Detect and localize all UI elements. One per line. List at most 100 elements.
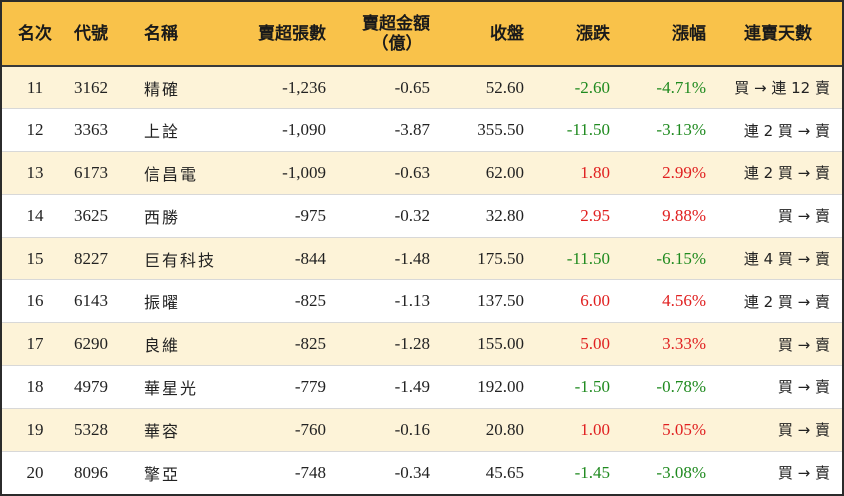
cell-sell-lots: -748 xyxy=(294,462,326,482)
header-close[interactable]: 收盤 xyxy=(438,2,532,67)
cell-code: 8227 xyxy=(68,237,138,281)
cell-code: 6173 xyxy=(68,151,138,195)
table-row: 16 6143 振曜 -825 -1.13 137.50 6.00 4.56% … xyxy=(2,279,842,324)
cell-sell-lots: -760 xyxy=(238,408,334,452)
header-sell-amount-line2: （億） xyxy=(371,33,423,54)
header-sell-amount[interactable]: 賣超金額 （億） xyxy=(334,2,438,67)
cell-close: 175.50 xyxy=(438,237,532,281)
cell-streak: 買 → 賣 xyxy=(714,408,842,452)
cell-change-pct: -3.08% xyxy=(656,462,706,482)
cell-code: 3363 xyxy=(68,108,138,153)
cell-name: 上詮 xyxy=(138,108,238,153)
cell-streak: 連 2 買 → 賣 xyxy=(714,151,842,195)
cell-sell-amount: -1.48 xyxy=(334,237,438,281)
cell-streak: 買 → 連 12 賣 xyxy=(714,66,842,110)
cell-name: 西勝 xyxy=(138,194,238,238)
header-rank[interactable]: 名次 xyxy=(2,2,68,67)
cell-sell-lots: -825 xyxy=(238,279,334,324)
cell-streak: 連 2 買 → 賣 xyxy=(714,279,842,324)
cell-change-pct: 3.33% xyxy=(618,322,714,367)
cell-sell-amount: -1.13 xyxy=(334,279,438,324)
cell-change: -11.50 xyxy=(532,237,618,281)
cell-change: 6.00 xyxy=(532,279,618,324)
header-sell-lots[interactable]: 賣超張數 xyxy=(238,2,334,67)
cell-rank: 11 xyxy=(2,66,68,110)
cell-sell-lots: -975 xyxy=(238,194,334,238)
cell-change: 2.95 xyxy=(532,194,618,238)
cell-rank: 15 xyxy=(2,237,68,281)
header-row: 名次 代號 名稱 賣超張數 賣超金額 （億） 收盤 漲跌 漲幅 連賣天數 xyxy=(2,2,842,67)
table-row: 17 6290 良維 -825 -1.28 155.00 5.00 3.33% … xyxy=(2,322,842,367)
cell-sell-lots: -844 xyxy=(238,237,334,281)
cell-change: -2.60 xyxy=(532,66,618,110)
cell-close: 45.65 xyxy=(485,462,524,482)
cell-code: 5328 xyxy=(68,408,138,452)
header-change-pct[interactable]: 漲幅 xyxy=(618,2,714,67)
cell-close: 52.60 xyxy=(438,66,532,110)
cell-close: 20.80 xyxy=(438,408,532,452)
cell-name: 良維 xyxy=(138,322,238,367)
cell-close: 62.00 xyxy=(438,151,532,195)
table-row: 15 8227 巨有科技 -844 -1.48 175.50 -11.50 -6… xyxy=(2,237,842,281)
cell-change: 1.00 xyxy=(532,408,618,452)
cell-change-pct: -4.71% xyxy=(618,66,714,110)
cell-rank: 19 xyxy=(2,408,68,452)
cell-close: 355.50 xyxy=(438,108,532,153)
cell-sell-amount: -0.32 xyxy=(334,194,438,238)
cell-name: 華星光 xyxy=(138,365,238,409)
table-row: 20 8096 擎亞 -748 -0.34 45.65 -1.45 -3.08%… xyxy=(2,451,842,494)
cell-streak: 連 4 買 → 賣 xyxy=(714,237,842,281)
cell-change-pct: 2.99% xyxy=(618,151,714,195)
cell-code: 6143 xyxy=(68,279,138,324)
table-row: 11 3162 精確 -1,236 -0.65 52.60 -2.60 -4.7… xyxy=(2,66,842,110)
cell-streak: 買 → 賣 xyxy=(714,194,842,238)
table-row: 19 5328 華容 -760 -0.16 20.80 1.00 5.05% 買… xyxy=(2,408,842,452)
cell-sell-amount: -0.65 xyxy=(334,66,438,110)
cell-sell-lots: -1,090 xyxy=(238,108,334,153)
cell-close: 155.00 xyxy=(438,322,532,367)
cell-rank: 14 xyxy=(2,194,68,238)
cell-close: 192.00 xyxy=(438,365,532,409)
cell-name: 精確 xyxy=(138,66,238,110)
header-change[interactable]: 漲跌 xyxy=(532,2,618,67)
cell-rank: 18 xyxy=(2,365,68,409)
table-row: 18 4979 華星光 -779 -1.49 192.00 -1.50 -0.7… xyxy=(2,365,842,409)
cell-code: 6290 xyxy=(68,322,138,367)
cell-rank: 20 xyxy=(26,462,44,482)
cell-change: 1.80 xyxy=(532,151,618,195)
cell-sell-amount: -0.34 xyxy=(394,462,430,482)
cell-close: 137.50 xyxy=(438,279,532,324)
cell-rank: 13 xyxy=(2,151,68,195)
table-row: 13 6173 信昌電 -1,009 -0.63 62.00 1.80 2.99… xyxy=(2,151,842,195)
cell-sell-amount: -0.63 xyxy=(334,151,438,195)
cell-name: 華容 xyxy=(138,408,238,452)
table-row: 12 3363 上詮 -1,090 -3.87 355.50 -11.50 -3… xyxy=(2,108,842,153)
cell-rank: 12 xyxy=(2,108,68,153)
cell-change: -1.50 xyxy=(532,365,618,409)
cell-name: 振曜 xyxy=(138,279,238,324)
cell-change-pct: 5.05% xyxy=(618,408,714,452)
cell-change-pct: -6.15% xyxy=(618,237,714,281)
cell-streak: 買 → 賣 xyxy=(714,365,842,409)
table-header: 名次 代號 名稱 賣超張數 賣超金額 （億） 收盤 漲跌 漲幅 連賣天數 xyxy=(2,2,842,67)
cell-change-pct: 4.56% xyxy=(618,279,714,324)
cell-change-pct: 9.88% xyxy=(618,194,714,238)
cell-streak: 買 → 賣 xyxy=(714,322,842,367)
header-name[interactable]: 名稱 xyxy=(138,2,238,67)
cell-streak: 買 → 賣 xyxy=(777,464,830,483)
header-code[interactable]: 代號 xyxy=(68,2,138,67)
cell-change: -1.45 xyxy=(574,462,610,482)
cell-name: 信昌電 xyxy=(138,151,238,195)
header-streak[interactable]: 連賣天數 xyxy=(714,2,842,67)
cell-close: 32.80 xyxy=(438,194,532,238)
cell-sell-amount: -0.16 xyxy=(334,408,438,452)
cell-sell-lots: -779 xyxy=(238,365,334,409)
cell-code: 4979 xyxy=(68,365,138,409)
cell-change-pct: -0.78% xyxy=(618,365,714,409)
table-body: 11 3162 精確 -1,236 -0.65 52.60 -2.60 -4.7… xyxy=(2,66,842,494)
cell-sell-lots: -1,236 xyxy=(238,66,334,110)
cell-code: 3625 xyxy=(68,194,138,238)
cell-change: 5.00 xyxy=(532,322,618,367)
cell-code: 8096 xyxy=(74,462,108,482)
